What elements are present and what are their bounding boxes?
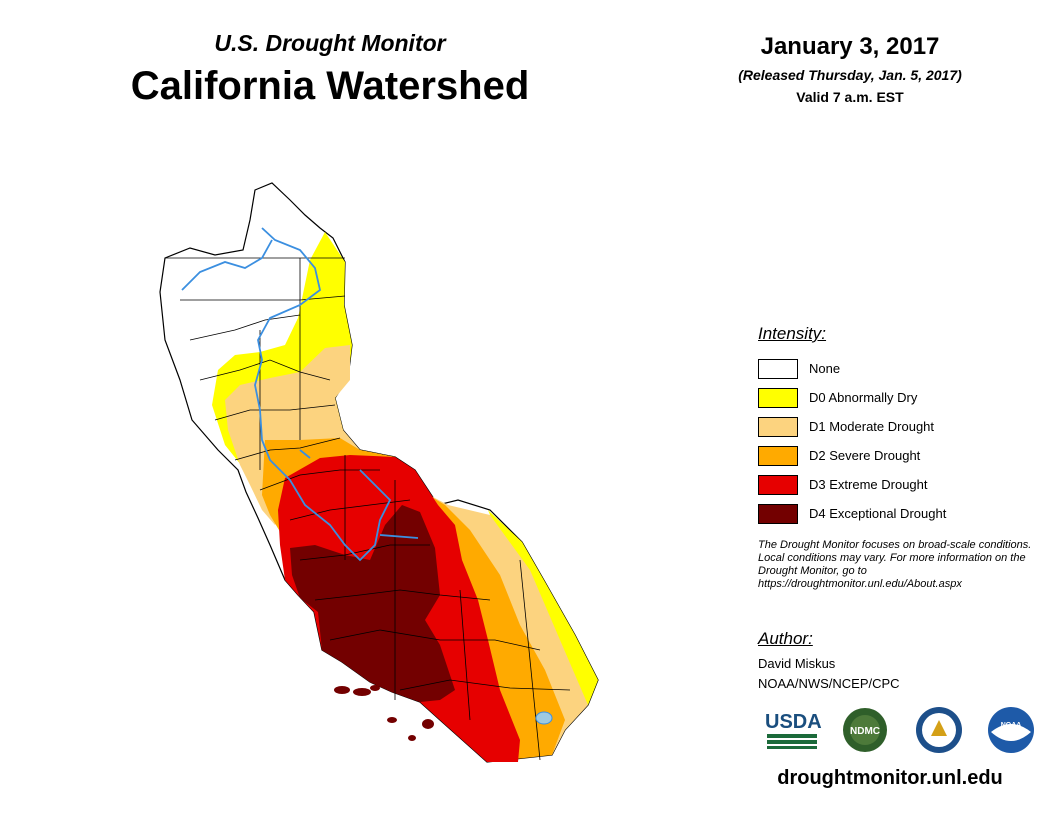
legend-label: D4 Exceptional Drought	[809, 506, 947, 521]
ndmc-logo[interactable]: NDMC	[843, 708, 887, 752]
legend-label: D2 Severe Drought	[809, 448, 921, 463]
author-heading: Author:	[758, 629, 813, 648]
rivers	[181, 227, 419, 562]
legend-item-d3: D3 Extreme Drought	[758, 470, 1048, 499]
legend-swatch-d0	[758, 387, 798, 408]
legend-item-d0: D0 Abnormally Dry	[758, 383, 1048, 412]
islands	[334, 685, 434, 741]
author-org: NOAA/NWS/NCEP/CPC	[758, 676, 900, 691]
doc-logo[interactable]	[916, 707, 962, 753]
legend-title: Intensity:	[758, 324, 827, 343]
legend-item-none: None	[758, 354, 1048, 383]
boundary-lines	[165, 257, 571, 761]
legend-swatch-d3	[758, 474, 798, 495]
usda-logo-text: USDA	[765, 711, 822, 733]
legend-item-d4: D4 Exceptional Drought	[758, 499, 1048, 528]
legend-item-d2: D2 Severe Drought	[758, 441, 1048, 470]
legend-item-d1: D1 Moderate Drought	[758, 412, 1048, 441]
legend-label: D0 Abnormally Dry	[809, 390, 918, 405]
noaa-logo[interactable]: NOAA	[988, 707, 1034, 753]
region-d4	[290, 505, 455, 702]
map-title: California Watershed	[130, 64, 530, 108]
author-name: David Miskus	[758, 656, 836, 671]
map-date: January 3, 2017	[760, 33, 940, 60]
monitor-note: The Drought Monitor focuses on broad-sca…	[758, 539, 1032, 590]
agency-logos: USDA NDMC NOAA	[765, 707, 1034, 753]
legend-label: D3 Extreme Drought	[809, 477, 928, 492]
ndmc-logo-text: NDMC	[850, 726, 880, 737]
legend-label: D1 Moderate Drought	[809, 419, 935, 434]
usda-logo[interactable]: USDA	[765, 711, 822, 749]
lake	[535, 711, 553, 725]
website-link[interactable]: droughtmonitor.unl.edu	[777, 767, 1003, 789]
monitor-subtitle: U.S. Drought Monitor	[214, 30, 446, 56]
legend-label: None	[809, 361, 841, 376]
release-date: (Released Thursday, Jan. 5, 2017)	[738, 67, 962, 83]
valid-time: Valid 7 a.m. EST	[796, 89, 904, 105]
legend-swatch-d1	[758, 416, 798, 437]
intensity-legend: Intensity: None D0 Abnormally Dry D1 Mod…	[758, 324, 1048, 528]
legend-swatch-d4	[758, 503, 798, 524]
legend-swatch-d2	[758, 445, 798, 466]
legend-swatch-none	[758, 358, 798, 379]
noaa-logo-text: NOAA	[1001, 722, 1022, 729]
